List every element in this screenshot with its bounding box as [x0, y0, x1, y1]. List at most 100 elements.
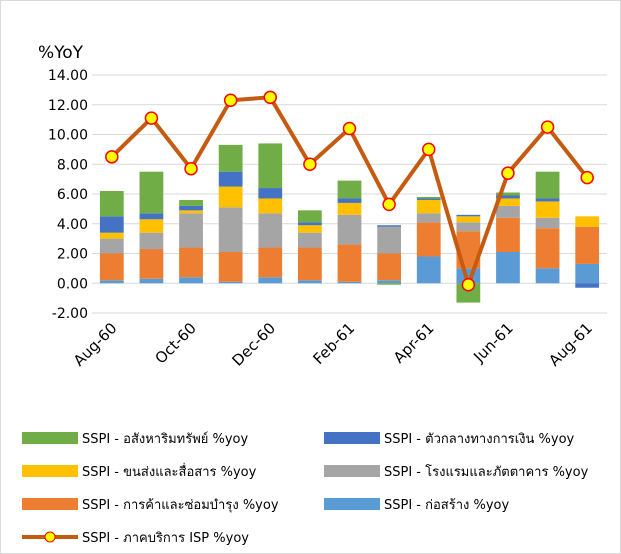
- legend-label: SSPI - ภาคบริการ ISP %yoy: [82, 531, 249, 546]
- legend-swatch: [22, 465, 78, 477]
- bar-segment: [179, 210, 203, 214]
- line-marker: [342, 121, 357, 136]
- y-tick-label: 2.00: [57, 247, 88, 263]
- bar-segment: [258, 247, 283, 278]
- bar-segment: [575, 263, 600, 284]
- bar-segment: [535, 268, 560, 284]
- bar-segment: [575, 216, 600, 227]
- bar-segment: [179, 205, 203, 211]
- bar-segment: [258, 198, 283, 214]
- bar-segment: [377, 253, 401, 281]
- bar-segment: [99, 191, 124, 217]
- bar-segment: [377, 225, 401, 227]
- bar-segment: [179, 247, 203, 278]
- bar-segment: [416, 198, 441, 200]
- bar-segment: [258, 277, 283, 284]
- bar-segment: [99, 216, 124, 233]
- bar-segment: [535, 228, 560, 269]
- bar-segment: [99, 232, 124, 239]
- line-marker: [105, 150, 119, 164]
- bar-segment: [575, 226, 600, 264]
- bar-segment: [218, 281, 243, 284]
- legend-label: SSPI - อสังหาริมทรัพย์ %yoy: [82, 431, 249, 447]
- line-marker: [382, 197, 396, 212]
- y-tick-label: 12.00: [48, 98, 88, 114]
- bar-segment: [535, 198, 560, 202]
- bar-segment: [416, 256, 441, 284]
- legend-swatch: [324, 465, 380, 477]
- bar-segment: [139, 232, 164, 250]
- bar-segment: [139, 219, 164, 233]
- line-marker: [540, 120, 555, 134]
- bar-segment: [535, 171, 560, 199]
- bar-segment: [496, 252, 520, 284]
- bar-segment: [258, 213, 283, 248]
- legend-swatch: [324, 432, 380, 444]
- bar-segment: [298, 210, 322, 223]
- bar-segment: [496, 217, 520, 253]
- y-tick-label: 10.00: [48, 128, 88, 144]
- bar-segment: [456, 283, 481, 303]
- y-tick-label: 0.00: [57, 276, 88, 292]
- bar-segment: [298, 222, 322, 226]
- bar-segment: [337, 214, 362, 245]
- bar-segment: [179, 277, 203, 284]
- bar-segment: [496, 195, 520, 199]
- bar-segment: [496, 205, 520, 218]
- bar-segment: [496, 198, 520, 206]
- legend-label: SSPI - ตัวกลางทางการเงิน %yoy: [384, 432, 575, 447]
- line-marker: [303, 157, 317, 171]
- bar-segment: [179, 199, 203, 206]
- bar-segment: [337, 202, 362, 215]
- bar-segment: [535, 201, 560, 218]
- bar-segment: [298, 232, 322, 248]
- legend-swatch: [324, 498, 380, 510]
- bar-segment: [377, 283, 401, 285]
- y-axis-title: %YoY: [38, 43, 84, 63]
- bar-segment: [416, 222, 441, 257]
- bar-segment: [218, 252, 243, 282]
- bar-segment: [218, 144, 243, 172]
- bar-segment: [218, 186, 243, 208]
- line-marker: [223, 93, 238, 108]
- y-tick-label: 14.00: [48, 68, 88, 84]
- bar-segment: [535, 217, 560, 229]
- bar-segment: [99, 253, 124, 281]
- bar-segment: [218, 207, 243, 253]
- bar-segment: [416, 196, 441, 199]
- y-tick-label: -2.00: [52, 306, 88, 322]
- line-marker: [184, 161, 198, 176]
- y-tick-label: 8.00: [57, 157, 88, 173]
- legend-label: SSPI - ก่อสร้าง %yoy: [384, 498, 510, 513]
- bar-segment: [456, 214, 481, 217]
- bar-segment: [337, 198, 362, 203]
- bar-segment: [139, 213, 164, 220]
- legend-swatch: [22, 498, 78, 510]
- line-marker: [461, 277, 476, 292]
- bar-segment: [416, 199, 441, 214]
- line-marker: [263, 90, 278, 105]
- bar-segment: [298, 247, 322, 281]
- bar-segment: [99, 238, 124, 254]
- bar-segment: [337, 281, 362, 284]
- bar-segment: [416, 213, 441, 223]
- bar-segment: [139, 171, 164, 214]
- legend-label: SSPI - ขนส่งและสื่อสาร %yoy: [82, 463, 257, 480]
- y-tick-label: 6.00: [57, 187, 88, 203]
- bar-segment: [139, 278, 164, 284]
- bar-segment: [496, 192, 520, 196]
- bar-segment: [258, 143, 283, 189]
- bar-segment: [139, 249, 164, 279]
- line-marker: [421, 142, 436, 157]
- line-marker: [144, 111, 159, 125]
- legend-swatch: [22, 432, 78, 444]
- bar-segment: [337, 180, 362, 199]
- bar-segment: [456, 216, 481, 223]
- bar-segment: [179, 213, 203, 248]
- legend-label: SSPI - การค้าและซ่อมบำรุง %yoy: [82, 498, 279, 513]
- bar-segment: [337, 244, 362, 282]
- bar-segment: [298, 225, 322, 233]
- bar-segment: [99, 280, 124, 284]
- y-tick-label: 4.00: [57, 217, 88, 233]
